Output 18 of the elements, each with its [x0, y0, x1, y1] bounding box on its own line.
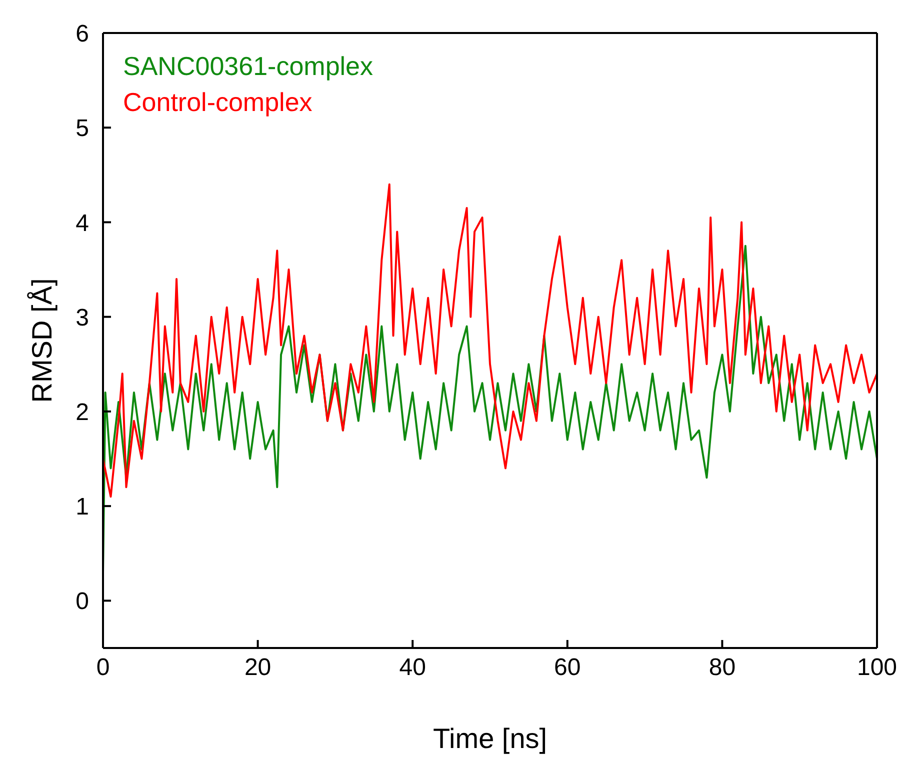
y-tick-label: 5: [76, 115, 89, 142]
y-axis-title: RMSD [Å]: [26, 278, 58, 403]
x-tick-label: 80: [708, 654, 736, 682]
x-tick-label: 100: [856, 654, 898, 682]
text: Control-complex: [123, 86, 314, 119]
y-tick-label: 3: [76, 304, 89, 332]
text: SANC00361-complex: [123, 50, 374, 83]
x-axis-title: Time [ns]: [432, 723, 548, 754]
x-tick-label: 40: [399, 654, 426, 682]
y-tick-label: 1: [76, 494, 89, 521]
x-tick-label: 0: [96, 654, 110, 682]
y-tick-label: 4: [76, 210, 89, 237]
line-series: [103, 183, 877, 498]
x-tick-label: 60: [554, 654, 581, 682]
y-tick-label: 6: [76, 20, 89, 48]
y-tick-label: 0: [76, 588, 89, 616]
y-tick-label: 2: [76, 398, 89, 426]
x-tick-label: 20: [244, 654, 272, 682]
